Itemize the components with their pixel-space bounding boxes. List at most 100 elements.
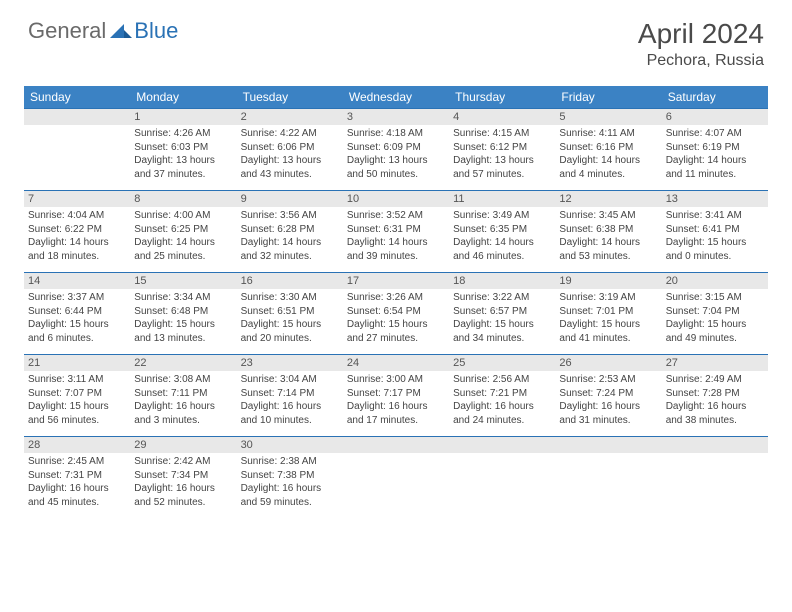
sunrise-text: Sunrise: 3:41 AM xyxy=(666,209,764,223)
daylight-text-2: and 11 minutes. xyxy=(666,168,764,182)
sunrise-text: Sunrise: 4:07 AM xyxy=(666,127,764,141)
day-cell: 5Sunrise: 4:11 AMSunset: 6:16 PMDaylight… xyxy=(555,108,661,190)
sunset-text: Sunset: 6:31 PM xyxy=(347,223,445,237)
sunrise-text: Sunrise: 3:19 AM xyxy=(559,291,657,305)
daylight-text-2: and 34 minutes. xyxy=(453,332,551,346)
day-number: 14 xyxy=(24,272,130,289)
day-cell xyxy=(24,108,130,190)
day-content: Sunrise: 3:56 AMSunset: 6:28 PMDaylight:… xyxy=(237,207,343,267)
daylight-text-1: Daylight: 15 hours xyxy=(453,318,551,332)
day-cell: 16Sunrise: 3:30 AMSunset: 6:51 PMDayligh… xyxy=(237,272,343,354)
sunset-text: Sunset: 6:57 PM xyxy=(453,305,551,319)
daylight-text-1: Daylight: 16 hours xyxy=(28,482,126,496)
logo-triangle-icon xyxy=(110,20,132,43)
day-cell: 6Sunrise: 4:07 AMSunset: 6:19 PMDaylight… xyxy=(662,108,768,190)
day-cell: 21Sunrise: 3:11 AMSunset: 7:07 PMDayligh… xyxy=(24,354,130,436)
day-content: Sunrise: 4:11 AMSunset: 6:16 PMDaylight:… xyxy=(555,125,661,185)
sunset-text: Sunset: 7:21 PM xyxy=(453,387,551,401)
daylight-text-2: and 57 minutes. xyxy=(453,168,551,182)
day-cell: 18Sunrise: 3:22 AMSunset: 6:57 PMDayligh… xyxy=(449,272,555,354)
sunrise-text: Sunrise: 3:15 AM xyxy=(666,291,764,305)
day-content: Sunrise: 4:15 AMSunset: 6:12 PMDaylight:… xyxy=(449,125,555,185)
sunrise-text: Sunrise: 4:11 AM xyxy=(559,127,657,141)
daylight-text-2: and 45 minutes. xyxy=(28,496,126,510)
sunrise-text: Sunrise: 3:49 AM xyxy=(453,209,551,223)
daylight-text-1: Daylight: 13 hours xyxy=(241,154,339,168)
day-cell xyxy=(449,436,555,518)
sunset-text: Sunset: 7:07 PM xyxy=(28,387,126,401)
day-cell: 13Sunrise: 3:41 AMSunset: 6:41 PMDayligh… xyxy=(662,190,768,272)
day-number: 26 xyxy=(555,354,661,371)
daylight-text-2: and 4 minutes. xyxy=(559,168,657,182)
day-cell xyxy=(662,436,768,518)
day-header-friday: Friday xyxy=(555,86,661,108)
logo: General Blue xyxy=(28,18,178,44)
day-content: Sunrise: 3:04 AMSunset: 7:14 PMDaylight:… xyxy=(237,371,343,431)
sunrise-text: Sunrise: 3:30 AM xyxy=(241,291,339,305)
empty-day-bar xyxy=(662,436,768,453)
day-number: 25 xyxy=(449,354,555,371)
sunset-text: Sunset: 6:16 PM xyxy=(559,141,657,155)
day-number: 1 xyxy=(130,108,236,125)
day-number: 24 xyxy=(343,354,449,371)
sunset-text: Sunset: 6:51 PM xyxy=(241,305,339,319)
sunrise-text: Sunrise: 4:04 AM xyxy=(28,209,126,223)
day-content: Sunrise: 3:11 AMSunset: 7:07 PMDaylight:… xyxy=(24,371,130,431)
day-content: Sunrise: 4:22 AMSunset: 6:06 PMDaylight:… xyxy=(237,125,343,185)
day-content: Sunrise: 3:00 AMSunset: 7:17 PMDaylight:… xyxy=(343,371,449,431)
daylight-text-2: and 17 minutes. xyxy=(347,414,445,428)
daylight-text-1: Daylight: 13 hours xyxy=(453,154,551,168)
week-row: 28Sunrise: 2:45 AMSunset: 7:31 PMDayligh… xyxy=(24,436,768,518)
week-row: 14Sunrise: 3:37 AMSunset: 6:44 PMDayligh… xyxy=(24,272,768,354)
sunset-text: Sunset: 7:14 PM xyxy=(241,387,339,401)
sunrise-text: Sunrise: 4:00 AM xyxy=(134,209,232,223)
sunrise-text: Sunrise: 3:26 AM xyxy=(347,291,445,305)
day-number: 29 xyxy=(130,436,236,453)
month-year-title: April 2024 xyxy=(638,18,764,50)
day-cell: 9Sunrise: 3:56 AMSunset: 6:28 PMDaylight… xyxy=(237,190,343,272)
day-content: Sunrise: 3:19 AMSunset: 7:01 PMDaylight:… xyxy=(555,289,661,349)
sunrise-text: Sunrise: 3:56 AM xyxy=(241,209,339,223)
daylight-text-2: and 32 minutes. xyxy=(241,250,339,264)
sunset-text: Sunset: 6:12 PM xyxy=(453,141,551,155)
sunrise-text: Sunrise: 4:26 AM xyxy=(134,127,232,141)
daylight-text-1: Daylight: 15 hours xyxy=(347,318,445,332)
sunset-text: Sunset: 7:24 PM xyxy=(559,387,657,401)
daylight-text-1: Daylight: 14 hours xyxy=(28,236,126,250)
day-number: 18 xyxy=(449,272,555,289)
sunset-text: Sunset: 6:38 PM xyxy=(559,223,657,237)
daylight-text-2: and 43 minutes. xyxy=(241,168,339,182)
daylight-text-1: Daylight: 14 hours xyxy=(241,236,339,250)
day-cell: 23Sunrise: 3:04 AMSunset: 7:14 PMDayligh… xyxy=(237,354,343,436)
daylight-text-1: Daylight: 14 hours xyxy=(559,154,657,168)
sunset-text: Sunset: 6:09 PM xyxy=(347,141,445,155)
day-number: 16 xyxy=(237,272,343,289)
daylight-text-2: and 18 minutes. xyxy=(28,250,126,264)
sunrise-text: Sunrise: 2:49 AM xyxy=(666,373,764,387)
sunset-text: Sunset: 7:17 PM xyxy=(347,387,445,401)
daylight-text-2: and 10 minutes. xyxy=(241,414,339,428)
sunrise-text: Sunrise: 2:56 AM xyxy=(453,373,551,387)
day-content: Sunrise: 4:00 AMSunset: 6:25 PMDaylight:… xyxy=(130,207,236,267)
sunset-text: Sunset: 7:28 PM xyxy=(666,387,764,401)
sunset-text: Sunset: 7:01 PM xyxy=(559,305,657,319)
day-number: 15 xyxy=(130,272,236,289)
day-number: 8 xyxy=(130,190,236,207)
page-header: General Blue April 2024 Pechora, Russia xyxy=(0,0,792,78)
daylight-text-1: Daylight: 16 hours xyxy=(453,400,551,414)
day-cell: 24Sunrise: 3:00 AMSunset: 7:17 PMDayligh… xyxy=(343,354,449,436)
day-number: 2 xyxy=(237,108,343,125)
day-header-thursday: Thursday xyxy=(449,86,555,108)
daylight-text-2: and 31 minutes. xyxy=(559,414,657,428)
daylight-text-1: Daylight: 16 hours xyxy=(241,482,339,496)
day-content: Sunrise: 2:42 AMSunset: 7:34 PMDaylight:… xyxy=(130,453,236,513)
day-content: Sunrise: 3:34 AMSunset: 6:48 PMDaylight:… xyxy=(130,289,236,349)
day-cell: 15Sunrise: 3:34 AMSunset: 6:48 PMDayligh… xyxy=(130,272,236,354)
day-header-wednesday: Wednesday xyxy=(343,86,449,108)
daylight-text-1: Daylight: 14 hours xyxy=(134,236,232,250)
daylight-text-2: and 52 minutes. xyxy=(134,496,232,510)
daylight-text-1: Daylight: 15 hours xyxy=(134,318,232,332)
daylight-text-2: and 56 minutes. xyxy=(28,414,126,428)
sunrise-text: Sunrise: 2:38 AM xyxy=(241,455,339,469)
week-row: 7Sunrise: 4:04 AMSunset: 6:22 PMDaylight… xyxy=(24,190,768,272)
